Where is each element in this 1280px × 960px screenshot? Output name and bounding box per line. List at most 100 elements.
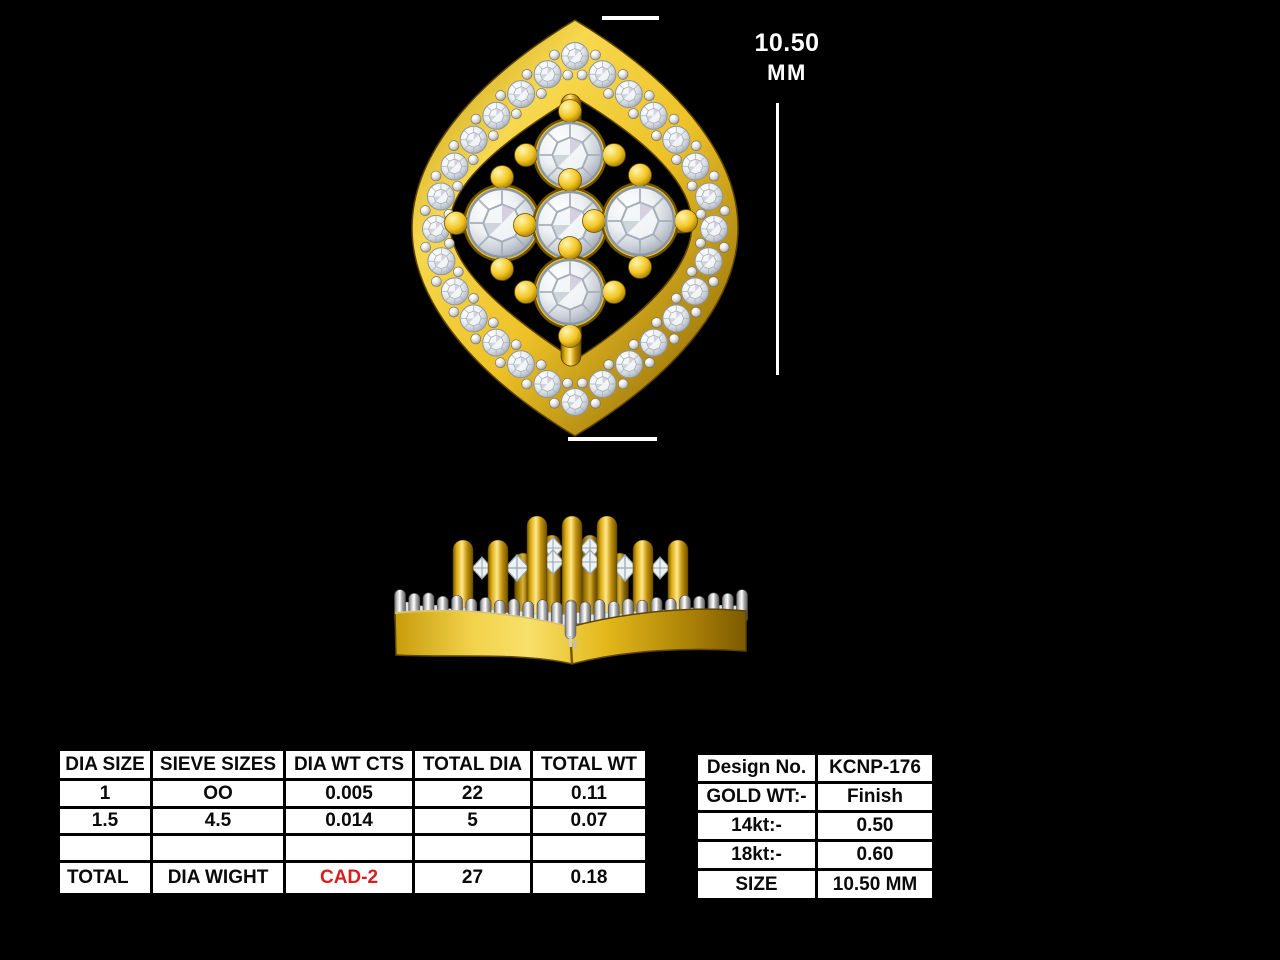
prong-bead: [644, 357, 655, 369]
prong-bead: [643, 90, 655, 101]
table-row-empty: [57, 833, 648, 863]
prong-bead: [718, 242, 730, 253]
gold-bead: [628, 255, 652, 279]
spec-value: KCNP-176: [815, 752, 935, 784]
prong-bead: [431, 276, 442, 287]
dimension-label: 10.50 MM: [740, 28, 834, 87]
spec-label: GOLD WT:-: [695, 781, 818, 813]
small-diamond: [699, 214, 729, 243]
gold-bead: [490, 257, 514, 281]
cell: 27: [412, 860, 533, 896]
cell: OO: [150, 778, 286, 809]
prong-bead: [444, 238, 455, 249]
cell: DIA WIGHT: [150, 860, 286, 896]
prong-bead: [495, 90, 507, 101]
table-row: 1 OO 0.005 22 0.11: [57, 778, 648, 809]
spec-value: Finish: [815, 781, 935, 813]
cell: 22: [412, 778, 533, 809]
spec-label: 18kt:-: [695, 839, 818, 871]
prong-bead: [708, 170, 720, 182]
prong-bead: [603, 88, 614, 99]
prong-bead: [448, 140, 460, 151]
prong-bead: [562, 69, 574, 81]
table-row: SIZE 10.50 MM: [695, 868, 935, 901]
cell: [412, 833, 533, 863]
prong-bead: [590, 49, 601, 61]
large-diamond: [604, 185, 676, 257]
small-diamond: [614, 80, 643, 109]
table-header-row: DIA SIZE SIEVE SIZES DIA WT CTS TOTAL DI…: [57, 748, 648, 781]
cell: [283, 833, 415, 863]
prong-bead: [430, 170, 442, 182]
total-label-cell: TOTAL: [57, 860, 153, 896]
dimension-value: 10.50: [754, 29, 820, 57]
prong-bead: [448, 306, 460, 318]
small-diamond: [639, 328, 668, 357]
gold-bead: [514, 280, 538, 304]
small-diamond: [440, 152, 469, 181]
small-diamond: [482, 328, 511, 357]
header-cell: SIEVE SIZES: [150, 748, 286, 781]
prong-bead: [617, 69, 629, 80]
small-diamond: [426, 182, 455, 211]
small-diamond: [615, 350, 644, 379]
prong-bead: [521, 69, 533, 80]
large-diamond: [536, 258, 604, 326]
gold-bead: [674, 209, 698, 233]
gold-bead: [513, 213, 537, 237]
header-cell: DIA SIZE: [57, 748, 153, 781]
pendant-side-view: [394, 515, 748, 665]
small-diamond: [695, 182, 724, 211]
small-diamond: [588, 60, 617, 89]
gold-bead: [628, 163, 652, 187]
gold-bead: [558, 168, 582, 192]
small-diamond: [459, 125, 488, 154]
prong-bead: [511, 108, 522, 120]
prong-bead: [686, 180, 698, 192]
table-row: 18kt:- 0.60: [695, 839, 935, 871]
prong-bead: [495, 357, 506, 369]
cell: 0.014: [283, 806, 415, 836]
prong-bead: [549, 49, 560, 61]
small-diamond: [681, 277, 710, 306]
prong-bead: [695, 208, 707, 220]
table-row: 1.5 4.5 0.014 5 0.07: [57, 806, 648, 836]
outer-prong-beads: [419, 49, 731, 409]
prong-bead: [628, 339, 640, 350]
small-diamond: [533, 60, 562, 89]
dimension-tick-bottom: [568, 437, 657, 441]
spec-value: 0.60: [815, 839, 935, 871]
prong-bead: [690, 140, 702, 152]
cell: 1.5: [57, 806, 153, 836]
small-diamond: [506, 350, 535, 379]
prong-bead: [671, 292, 682, 304]
design-info-table: Design No. KCNP-176 GOLD WT:- Finish 14k…: [695, 752, 935, 901]
small-diamond: [662, 304, 691, 333]
prong-bead: [590, 397, 601, 409]
gold-bead: [558, 99, 582, 123]
prong-bead: [467, 154, 479, 166]
prong-bead: [651, 130, 662, 141]
small-diamond: [639, 101, 668, 130]
cell: 0.07: [530, 806, 648, 836]
small-diamond: [560, 387, 590, 417]
center-hanging-prong: [564, 600, 577, 649]
prong-bead: [419, 205, 431, 216]
small-diamond: [681, 152, 710, 181]
spec-value: 10.50 MM: [815, 868, 935, 901]
gold-bead: [602, 143, 626, 167]
prong-bead: [668, 333, 680, 345]
prong-bead: [628, 108, 639, 119]
small-diamond: [662, 125, 691, 154]
gold-bead: [602, 280, 626, 304]
prong-bead: [470, 333, 482, 345]
prong-bead: [420, 241, 432, 253]
table-row: GOLD WT:- Finish: [695, 781, 935, 813]
cad-number-cell: CAD-2: [283, 860, 415, 896]
small-diamond: [427, 247, 456, 276]
prong-bead: [452, 180, 464, 192]
table-total-row: TOTAL DIA WIGHT CAD-2 27 0.18: [57, 860, 648, 896]
small-diamond: [459, 304, 488, 333]
table-row: Design No. KCNP-176: [695, 752, 935, 784]
